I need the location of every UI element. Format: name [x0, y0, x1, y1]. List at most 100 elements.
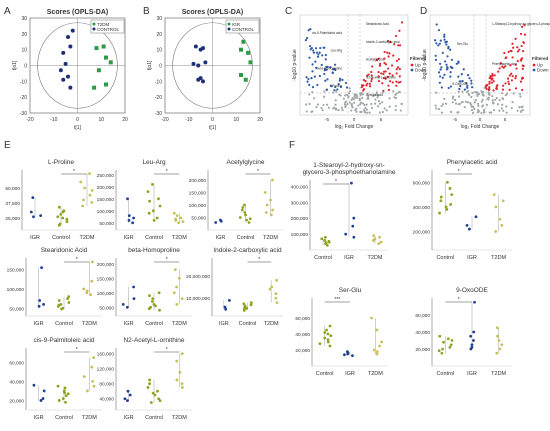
data-point [269, 213, 273, 217]
data-point [127, 214, 131, 218]
x-tick-label: T2DM [82, 321, 97, 327]
volcano-point [383, 61, 386, 65]
y-tick-label: 25,000 [5, 216, 20, 222]
panel-letter-a: A [4, 6, 11, 17]
significance-marker: * [335, 179, 337, 185]
y-axis-label: -log10 p-value [292, 49, 298, 81]
chart-title: 1-Stearoyl-2-hydroxy-sn- [313, 162, 385, 169]
volcano-point [361, 84, 364, 87]
data-point [158, 308, 161, 312]
significance-marker: * [257, 169, 259, 175]
data-point [41, 397, 45, 400]
volcano-point [391, 81, 394, 84]
significance-marker: * [166, 257, 168, 263]
volcano-point [384, 70, 387, 73]
volcano-point [366, 92, 369, 95]
data-point [157, 197, 160, 201]
volcano-point [337, 82, 340, 86]
volcano-point [386, 75, 389, 78]
volcano-point [368, 85, 372, 88]
data-point [92, 85, 97, 90]
volcano-point [397, 81, 400, 84]
data-point [448, 345, 452, 349]
volcano-point [314, 47, 318, 50]
volcano-point [473, 107, 476, 111]
volcano-point [384, 63, 388, 66]
y-tick-label: 60,000 [9, 360, 24, 366]
volcano-point [376, 94, 379, 97]
volcano-point [466, 101, 469, 104]
data-point [268, 287, 272, 291]
y-tick-label: 100,000 [97, 291, 115, 297]
volcano-point [380, 72, 383, 75]
y-tick-label: 60,000 [415, 313, 430, 319]
volcano-point [492, 102, 495, 105]
chart-title: cis-9-Palmitoleic acid [33, 337, 94, 344]
data-point [180, 382, 184, 386]
data-point [239, 47, 243, 52]
data-point [249, 301, 253, 305]
volcano-point [470, 79, 473, 82]
data-point [64, 394, 68, 398]
volcano-point [392, 90, 395, 93]
volcano-point [514, 63, 517, 66]
y-tick-label: 300,000 [291, 200, 309, 206]
volcano-point [364, 106, 367, 110]
y-tick-label: 0 [159, 64, 162, 70]
volcano-point [353, 101, 356, 104]
data-point [270, 285, 274, 289]
data-point [59, 213, 63, 216]
data-point [446, 180, 449, 184]
volcano-annotation: 1-Stearoyl-2-hydroxy-sn-glycero-3-phosph… [492, 22, 550, 26]
volcano-point [445, 102, 448, 105]
volcano-point [332, 91, 335, 94]
y-tick-label: -30 [20, 111, 27, 117]
data-point [57, 205, 61, 209]
volcano-point [382, 89, 385, 92]
volcano-point [510, 50, 513, 53]
data-point [56, 215, 60, 219]
volcano-point [451, 66, 454, 69]
volcano-point [382, 77, 385, 80]
volcano-point [522, 50, 525, 53]
data-point [344, 232, 348, 236]
data-point [85, 291, 89, 295]
volcano-point [311, 86, 315, 89]
data-point [175, 359, 179, 363]
volcano-point [434, 54, 437, 57]
data-point [274, 296, 278, 300]
volcano-point [354, 109, 357, 112]
volcano-point [359, 110, 362, 114]
data-point [175, 285, 178, 289]
x-tick-label: Control [145, 415, 163, 421]
volcano-point [397, 44, 400, 47]
data-point [497, 339, 501, 342]
volcano-point [435, 107, 438, 110]
x-tick-label: -5 [325, 117, 329, 122]
volcano-point [438, 81, 441, 84]
volcano-point [492, 109, 496, 112]
volcano-point [395, 72, 398, 75]
data-point [90, 365, 94, 369]
volcano-point [447, 45, 450, 48]
x-tick-label: T2DM [368, 371, 383, 377]
volcano-point [361, 97, 364, 100]
x-tick-label: 20 [122, 117, 128, 123]
data-point [325, 328, 329, 332]
data-point [375, 350, 379, 353]
volcano-point [511, 42, 514, 45]
volcano-point [321, 54, 324, 57]
volcano-point [316, 83, 319, 87]
x-tick-label: 20 [257, 117, 263, 123]
volcano-point [488, 111, 491, 114]
data-point [180, 386, 184, 389]
volcano-point [342, 97, 346, 100]
legend-label: IGR [232, 22, 241, 27]
volcano-point [502, 84, 505, 87]
volcano-point [381, 91, 384, 94]
volcano-point [516, 59, 519, 63]
volcano-point [350, 103, 353, 106]
data-point [85, 389, 89, 393]
y-tick-label: 200,000 [291, 216, 309, 222]
data-point [492, 193, 496, 197]
